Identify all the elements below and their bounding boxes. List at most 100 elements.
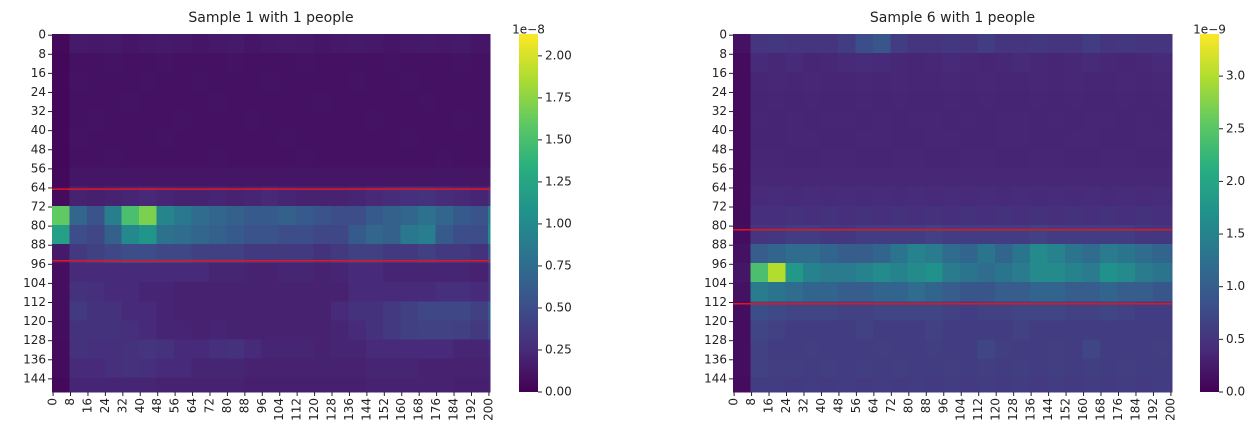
- cell: [418, 358, 437, 379]
- cell: [121, 224, 140, 245]
- cell: [348, 377, 367, 393]
- cell: [191, 263, 210, 283]
- cell: [977, 110, 996, 130]
- cell: [872, 377, 891, 393]
- cell: [977, 339, 996, 360]
- cell: [837, 282, 856, 302]
- cell: [977, 186, 996, 207]
- cell: [995, 377, 1014, 393]
- cell: [296, 320, 314, 340]
- cell: [733, 110, 751, 130]
- cell: [365, 301, 384, 321]
- cell: [872, 339, 891, 360]
- cell: [278, 186, 297, 207]
- cell: [942, 205, 961, 226]
- cell: [278, 129, 297, 150]
- cell: [925, 282, 944, 302]
- cell: [174, 34, 192, 54]
- cell: [1047, 377, 1066, 393]
- cell: [191, 339, 210, 360]
- cell: [1047, 167, 1066, 188]
- cell: [121, 377, 140, 393]
- cell: [750, 110, 769, 130]
- cell: [925, 53, 944, 73]
- cell: [733, 320, 751, 340]
- cell: [139, 224, 158, 245]
- x-tick-label: 80: [220, 398, 234, 413]
- cell: [1117, 91, 1136, 111]
- x-tick-label: 16: [80, 398, 94, 413]
- cell: [330, 91, 349, 111]
- cell: [925, 205, 944, 226]
- cell: [69, 282, 88, 302]
- colorbar-tick-label: 1.5: [1226, 227, 1245, 241]
- cell: [52, 148, 70, 169]
- cell: [243, 244, 262, 264]
- cell: [872, 301, 891, 321]
- cell: [750, 358, 769, 379]
- cell: [1152, 34, 1171, 54]
- cell: [191, 358, 210, 379]
- cell: [1012, 377, 1031, 393]
- cell: [802, 129, 821, 150]
- cell: [121, 72, 140, 92]
- cell: [767, 377, 786, 393]
- cell: [52, 53, 70, 73]
- cell: [767, 205, 786, 226]
- x-tick-label: 112: [290, 398, 304, 421]
- y-tick-label: 40: [31, 123, 46, 137]
- cell: [802, 301, 821, 321]
- cell: [139, 205, 158, 226]
- x-tick-label: 128: [325, 398, 339, 421]
- cell: [872, 320, 891, 340]
- cell: [1152, 301, 1171, 321]
- cell: [365, 72, 384, 92]
- cell: [139, 129, 158, 150]
- cell: [820, 205, 839, 226]
- cell: [995, 167, 1014, 188]
- y-tick-label: 88: [31, 238, 46, 252]
- cell: [330, 224, 349, 245]
- cell: [435, 72, 454, 92]
- cell: [785, 377, 804, 393]
- cell: [1134, 358, 1153, 379]
- cell: [1152, 377, 1171, 393]
- cell: [139, 339, 158, 360]
- cell: [1064, 186, 1083, 207]
- cell: [418, 244, 437, 264]
- cell: [156, 224, 175, 245]
- cell: [1064, 129, 1083, 150]
- cell: [942, 186, 961, 207]
- cell: [278, 244, 297, 264]
- cell: [191, 205, 210, 226]
- cell: [261, 167, 280, 188]
- cell: [995, 91, 1014, 111]
- cell: [1169, 377, 1173, 393]
- cell: [733, 377, 751, 393]
- cell: [418, 53, 437, 73]
- cell: [890, 205, 909, 226]
- cell: [487, 110, 491, 130]
- cell: [1064, 282, 1083, 302]
- cell: [191, 91, 210, 111]
- cell: [802, 320, 821, 340]
- cell: [1117, 53, 1136, 73]
- x-tick-label: 48: [150, 398, 164, 413]
- cell: [296, 339, 314, 360]
- cell: [435, 167, 454, 188]
- cell: [872, 358, 891, 379]
- cell: [104, 53, 123, 73]
- cell: [767, 167, 786, 188]
- cell: [960, 224, 979, 245]
- cell: [174, 110, 192, 130]
- cell: [1152, 320, 1171, 340]
- cell: [383, 301, 402, 321]
- cell: [925, 148, 944, 169]
- cell: [208, 72, 227, 92]
- colorbar-tick-label: 3.0: [1226, 69, 1245, 83]
- cell: [226, 377, 245, 393]
- cell: [767, 148, 786, 169]
- cell: [226, 186, 245, 207]
- cell: [278, 205, 297, 226]
- cell: [435, 34, 454, 54]
